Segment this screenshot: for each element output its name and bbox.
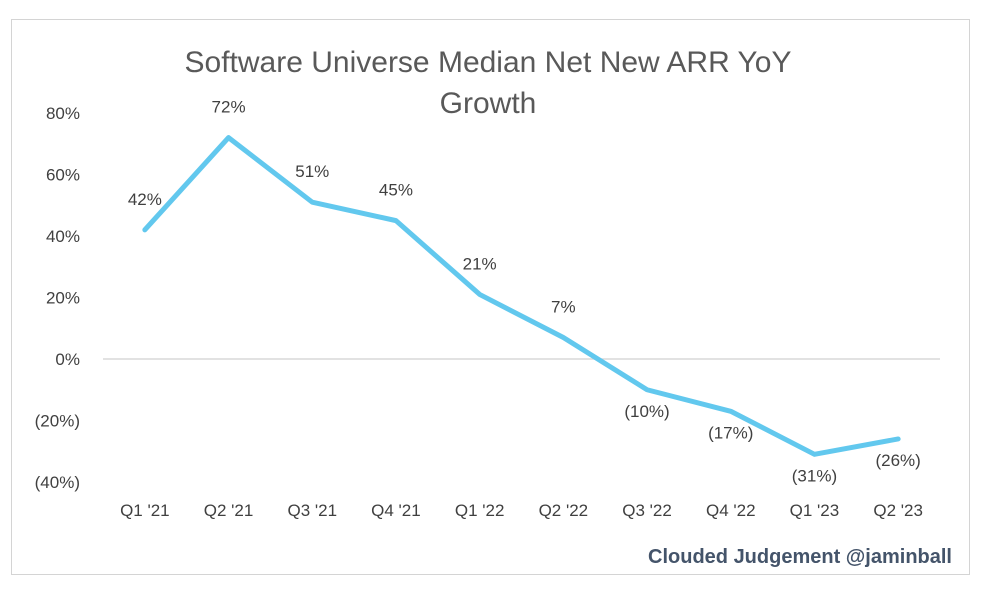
x-tick-label: Q1 '22 [455, 501, 505, 520]
data-label: 7% [551, 297, 576, 316]
data-label: (17%) [708, 423, 753, 442]
chart-title-line-2: Growth [440, 87, 537, 120]
y-tick-label: (40%) [35, 473, 80, 492]
chart-title-line-1: Software Universe Median Net New ARR YoY [185, 46, 792, 79]
chart-frame [11, 19, 970, 575]
x-tick-label: Q4 '22 [706, 501, 756, 520]
x-tick-label: Q3 '21 [287, 501, 337, 520]
x-tick-label: Q2 '22 [539, 501, 589, 520]
x-tick-label: Q3 '22 [622, 501, 672, 520]
data-label: 21% [463, 254, 497, 273]
data-label: (31%) [792, 466, 837, 485]
data-label: (26%) [875, 451, 920, 470]
y-tick-label: 0% [55, 350, 80, 369]
y-axis-tick-labels: 80% 60% 40% 20% 0% (20%) (40%) [35, 104, 80, 492]
x-tick-label: Q2 '23 [873, 501, 923, 520]
y-tick-label: 40% [46, 227, 80, 246]
y-tick-label: 20% [46, 289, 80, 308]
y-tick-label: 80% [46, 104, 80, 123]
y-tick-label: (20%) [35, 412, 80, 431]
data-label: 42% [128, 190, 162, 209]
x-tick-label: Q1 '23 [790, 501, 840, 520]
x-tick-label: Q1 '21 [120, 501, 170, 520]
watermark-credit: Clouded Judgement @jaminball [648, 546, 952, 568]
series-line [142, 135, 901, 457]
y-tick-label: 60% [46, 166, 80, 185]
x-tick-label: Q4 '21 [371, 501, 421, 520]
data-label: (10%) [624, 402, 669, 421]
x-axis-tick-labels: Q1 '21 Q2 '21 Q3 '21 Q4 '21 Q1 '22 Q2 '22 Q3 '… [120, 501, 923, 520]
data-label: 72% [212, 98, 246, 117]
data-label: 51% [295, 162, 329, 181]
data-label: 45% [379, 181, 413, 200]
x-tick-label: Q2 '21 [204, 501, 254, 520]
data-labels: 42% 72% 51% 45% 21% 7% (10%) (17%) (31%) (26%) [128, 98, 921, 486]
